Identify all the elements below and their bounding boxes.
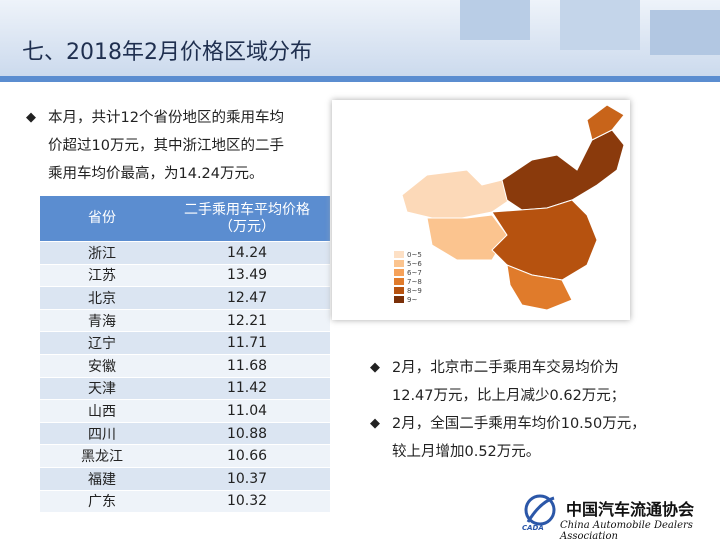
table-cell: 10.66	[164, 444, 330, 468]
table-cell: 10.32	[164, 490, 330, 514]
legend-label: 5~6	[407, 259, 422, 268]
slide-title: 七、2018年2月价格区域分布	[22, 40, 312, 65]
legend-swatch	[394, 269, 404, 276]
legend-swatch	[394, 251, 404, 258]
map-legend: 0~5 5~6 6~7 7~8 8~9 9~	[394, 250, 422, 304]
table-cell: 黑龙江	[40, 444, 164, 468]
legend-item: 0~5	[394, 250, 422, 259]
table-cell: 天津	[40, 377, 164, 401]
legend-item: 6~7	[394, 268, 422, 277]
table-row: 广东 10.32	[40, 490, 330, 514]
table-cell: 浙江	[40, 241, 164, 265]
logo-abbr: CADA	[522, 524, 544, 532]
legend-label: 9~	[407, 295, 418, 304]
table-cell: 11.68	[164, 354, 330, 378]
logo-cn: 中国汽车流通协会	[566, 500, 695, 519]
table-cell: 山西	[40, 399, 164, 423]
logo-icon	[524, 494, 556, 526]
left-bullet: ◆ 本月，共计12个省份地区的乘用车均 价超过10万元，其中浙江地区的二手 乘用车均价…	[26, 104, 284, 188]
legend-label: 8~9	[407, 286, 422, 295]
table-row: 安徽 11.68	[40, 354, 330, 378]
bullet-line: 2月，全国二手乘用车均价10.50万元，	[392, 416, 646, 432]
table-cell: 12.21	[164, 309, 330, 333]
legend-swatch	[394, 296, 404, 303]
table-row: 辽宁 11.71	[40, 331, 330, 355]
right-bullet: ◆ 2月，全国二手乘用车均价10.50万元， 较上月增加0.52万元。	[370, 410, 646, 466]
legend-swatch	[394, 260, 404, 267]
price-table: 省份 二手乘用车平均价格 （万元） 浙江 14.24 江苏 13.49 北京 12.47 青海 1…	[40, 196, 330, 514]
right-bullet: ◆ 2月，北京市二手乘用车交易均价为 12.47万元，比上月减少0.62万元；	[370, 354, 626, 410]
table-cell: 四川	[40, 422, 164, 446]
bullet-line: 较上月增加0.52万元。	[392, 444, 541, 460]
table-cell: 北京	[40, 286, 164, 310]
header-band	[0, 0, 720, 82]
legend-label: 0~5	[407, 250, 422, 259]
table-row: 浙江 14.24	[40, 241, 330, 265]
legend-item: 7~8	[394, 277, 422, 286]
table-cell: 12.47	[164, 286, 330, 310]
table-cell: 11.04	[164, 399, 330, 423]
legend-swatch	[394, 278, 404, 285]
table-cell: 青海	[40, 309, 164, 333]
column-header: 二手乘用车平均价格 （万元）	[164, 196, 330, 242]
table-row: 北京 12.47	[40, 286, 330, 310]
logo-en: China Automobile Dealers Association	[560, 520, 693, 540]
legend-label: 7~8	[407, 277, 422, 286]
bullet-marker: ◆	[370, 360, 380, 375]
table-cell: 广东	[40, 490, 164, 514]
legend-label: 6~7	[407, 268, 422, 277]
table-row: 山西 11.04	[40, 399, 330, 423]
table-cell: 13.49	[164, 264, 330, 288]
table-cell: 10.37	[164, 467, 330, 491]
table-row: 福建 10.37	[40, 467, 330, 491]
table-row: 四川 10.88	[40, 422, 330, 446]
bullet-line: 乘用车均价最高，为14.24万元。	[48, 166, 264, 182]
table-cell: 江苏	[40, 264, 164, 288]
bullet-line: 本月，共计12个省份地区的乘用车均	[48, 110, 284, 126]
bullet-line: 12.47万元，比上月减少0.62万元；	[392, 388, 626, 404]
column-header: 省份	[40, 196, 164, 242]
legend-item: 5~6	[394, 259, 422, 268]
legend-item: 9~	[394, 295, 422, 304]
legend-swatch	[394, 287, 404, 294]
table-row: 青海 12.21	[40, 309, 330, 333]
legend-item: 8~9	[394, 286, 422, 295]
table-cell: 安徽	[40, 354, 164, 378]
table-row: 江苏 13.49	[40, 264, 330, 288]
table-cell: 辽宁	[40, 331, 164, 355]
bullet-marker: ◆	[370, 416, 380, 431]
china-map	[401, 104, 625, 311]
header-row: 省份 二手乘用车平均价格 （万元）	[40, 196, 330, 242]
table-cell: 11.42	[164, 377, 330, 401]
map-frame: 0~5 5~6 6~7 7~8 8~9 9~	[332, 100, 630, 320]
bullet-line: 价超过10万元，其中浙江地区的二手	[48, 138, 284, 154]
table-cell: 11.71	[164, 331, 330, 355]
table-cell: 14.24	[164, 241, 330, 265]
table-row: 天津 11.42	[40, 377, 330, 401]
table-cell: 福建	[40, 467, 164, 491]
table-row: 黑龙江 10.66	[40, 444, 330, 468]
bullet-line: 2月，北京市二手乘用车交易均价为	[392, 360, 619, 376]
table-cell: 10.88	[164, 422, 330, 446]
